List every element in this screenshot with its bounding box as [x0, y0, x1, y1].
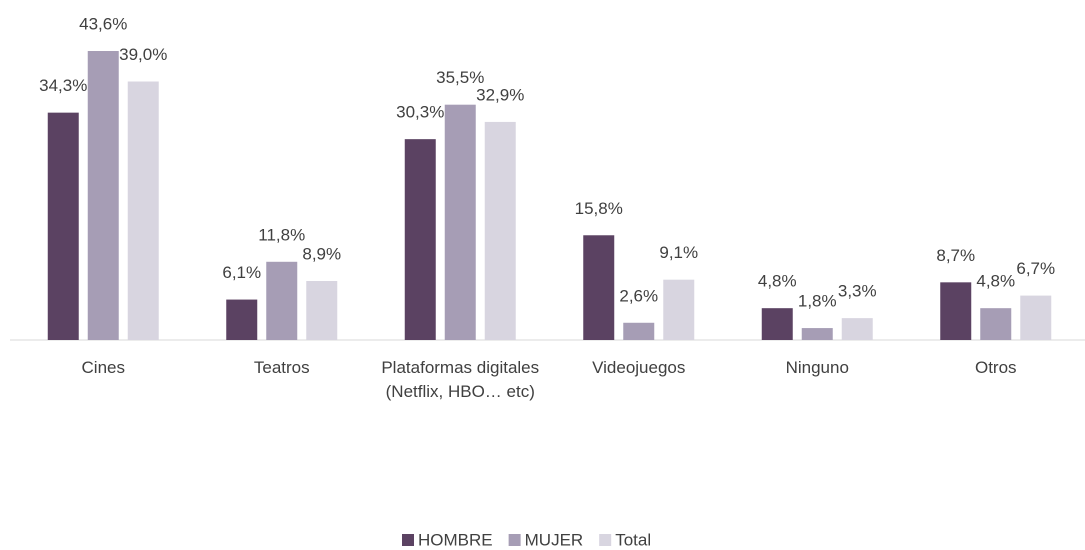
bar [226, 299, 258, 340]
data-label: 4,8% [758, 272, 797, 291]
x-tick-label: Teatros [253, 358, 310, 377]
bar [444, 104, 476, 340]
data-label: 35,5% [436, 68, 484, 87]
x-tick-label: Videojuegos [592, 358, 686, 377]
data-label: 6,1% [222, 263, 261, 282]
bar [266, 261, 298, 340]
legend-swatch [508, 534, 521, 546]
bar [47, 112, 79, 340]
bar [980, 308, 1012, 340]
bar [127, 81, 159, 341]
data-label: 34,3% [39, 76, 87, 95]
bar [663, 279, 695, 340]
x-tick-label: Cines [81, 358, 125, 377]
data-label: 8,9% [302, 244, 341, 263]
bar [940, 282, 972, 340]
data-label: 4,8% [976, 272, 1015, 291]
data-label: 43,6% [79, 14, 127, 33]
data-label: 1,8% [798, 292, 837, 311]
legend-label: Total [615, 530, 651, 549]
data-label: 8,7% [936, 246, 975, 265]
data-label: 32,9% [476, 85, 524, 104]
bar [801, 328, 833, 340]
bar [404, 139, 436, 340]
data-label: 3,3% [838, 282, 877, 301]
legend-swatch [599, 534, 612, 546]
x-tick-label: Plataformas digitales (Netflix, HBO… etc… [381, 358, 540, 401]
bar [623, 322, 655, 340]
bar [583, 235, 615, 340]
data-label: 11,8% [258, 225, 305, 244]
x-tick-label: Otros [974, 358, 1017, 377]
bar [841, 318, 873, 340]
data-label: 30,3% [396, 103, 444, 122]
bar [484, 121, 516, 340]
legend-label: HOMBRE [418, 530, 493, 549]
x-tick-label: Ninguno [785, 358, 849, 377]
data-label: 15,8% [575, 199, 623, 218]
bar [761, 308, 793, 340]
data-label: 6,7% [1016, 259, 1055, 278]
legend-label: MUJER [525, 530, 584, 549]
data-label: 9,1% [659, 243, 698, 262]
bar [87, 51, 119, 340]
bar [1020, 295, 1052, 340]
data-label: 39,0% [119, 45, 167, 64]
data-label: 2,6% [619, 286, 658, 305]
legend-swatch [402, 534, 414, 546]
bar [306, 281, 338, 340]
